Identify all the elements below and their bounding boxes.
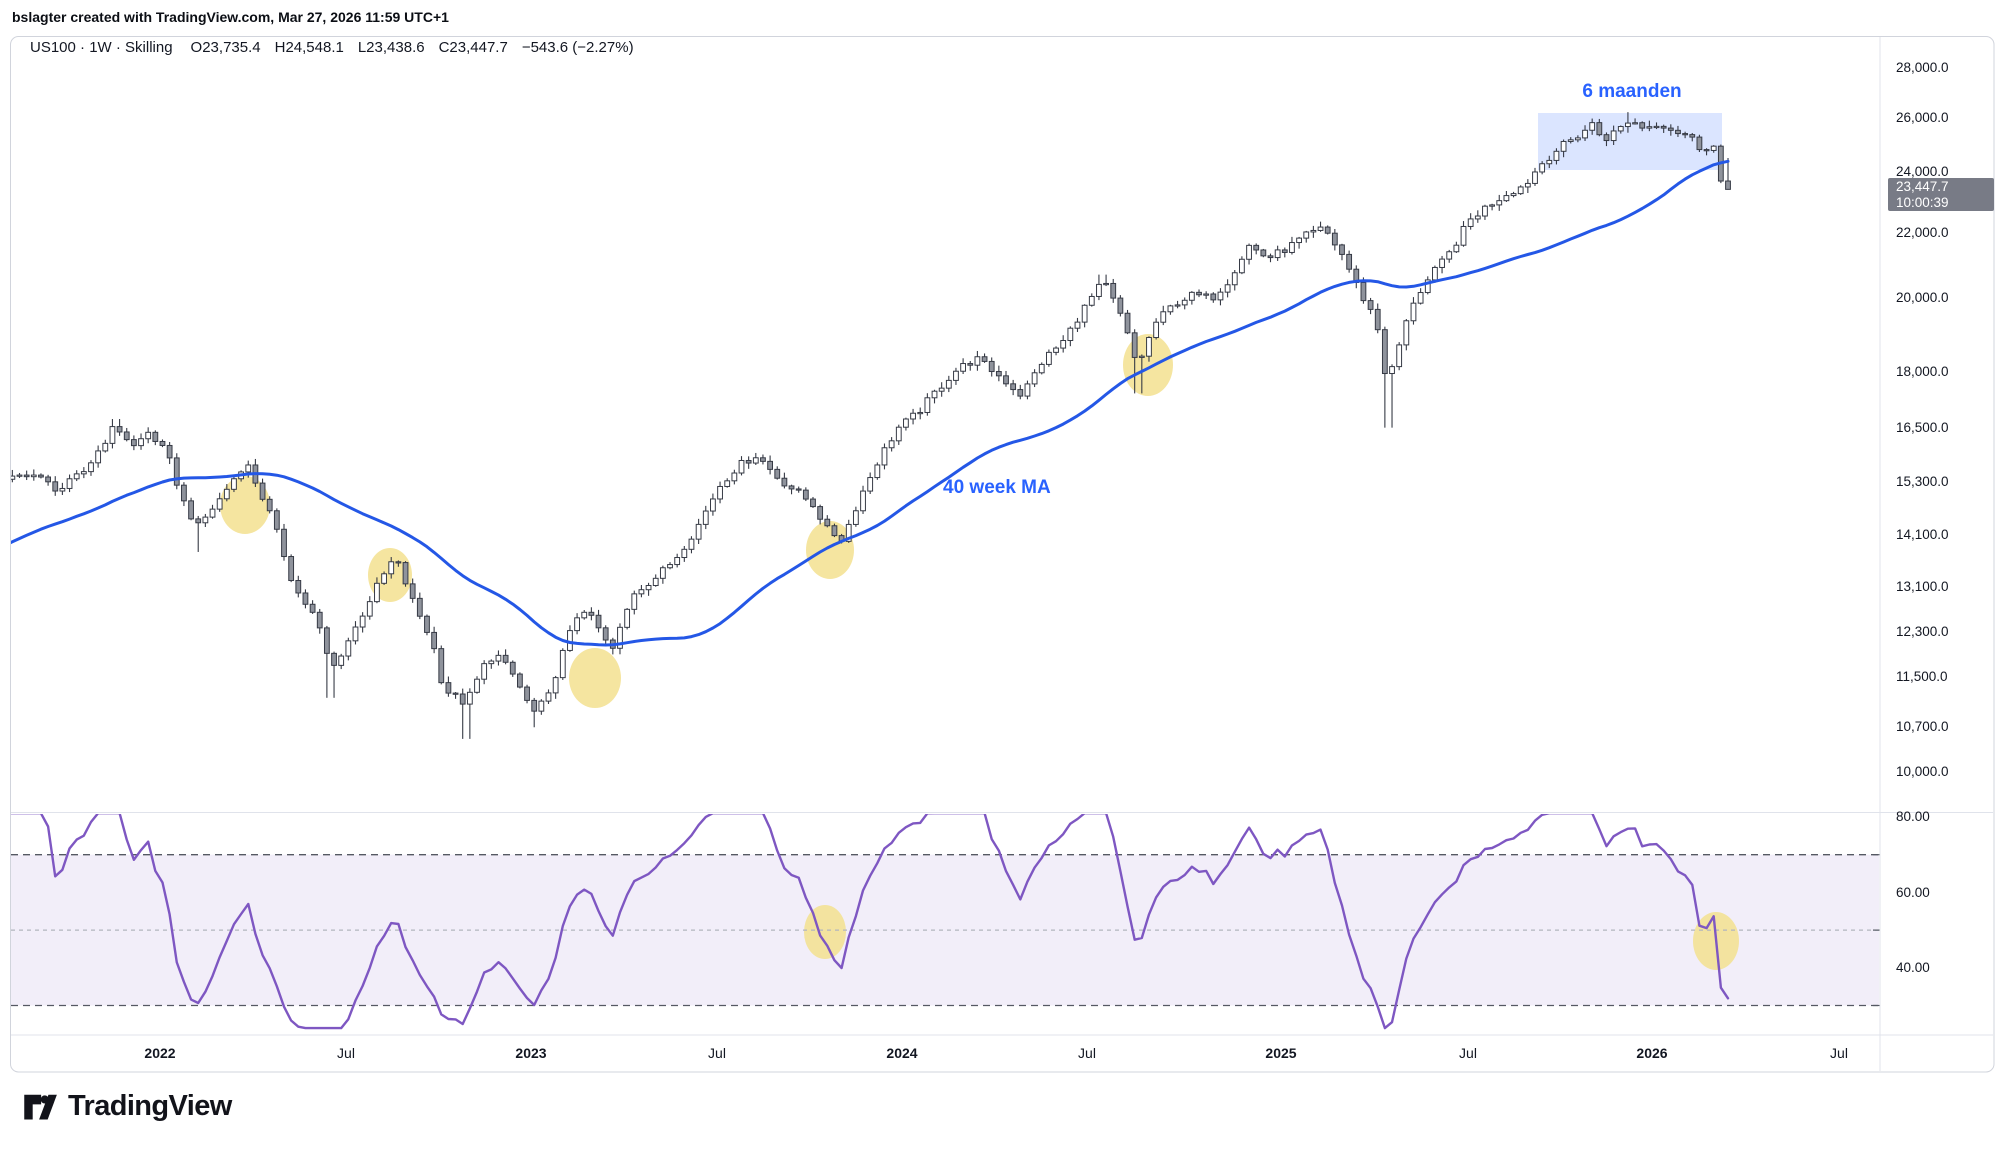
time-axis-tick: Jul [1459,1045,1477,1061]
ma-annotation-label: 40 week MA [943,477,1051,498]
time-axis-tick: Jul [1830,1045,1848,1061]
tradingview-icon [24,1094,57,1120]
rsi-axis-tick: 80.00 [1896,809,1930,824]
pane-borders [11,37,1993,1071]
tradingview-wordmark: TradingView [68,1089,232,1122]
price-axis-tick: 16,500.0 [1896,420,1949,435]
price-axis-tick: 28,000.0 [1896,60,1949,75]
price-axis-tick: 20,000.0 [1896,290,1949,305]
price-axis-tick: 10,000.0 [1896,764,1949,779]
time-axis-tick: Jul [708,1045,726,1061]
symbol-title: US100 · 1W · Skilling [30,39,173,56]
time-axis-tick: Jul [1078,1045,1096,1061]
rsi-line-series[interactable] [5,813,1730,1030]
price-axis-tick: 15,300.0 [1896,474,1949,489]
ohlc-low: L23,438.6 [357,39,425,56]
rsi-pane-underlays [11,854,1879,1007]
ohlc-high: H24,548.1 [274,39,344,56]
price-axis-tick: 11,500.0 [1896,669,1948,684]
ohlc-open: O23,735.4 [190,39,261,56]
price-axis-tick: 18,000.0 [1896,364,1949,379]
last-price-badge[interactable]: 23,447.7 10:00:39 [1888,178,1994,211]
price-axis-tick: 26,000.0 [1896,110,1949,125]
ma-line-series[interactable] [5,159,1730,647]
highlight-circle [804,905,846,959]
tradingview-logo[interactable]: TradingView [22,1088,232,1124]
price-axis-tick: 24,000.0 [1896,164,1949,179]
last-price-value: 23,447.7 [1896,179,1949,194]
rsi-line [11,814,1730,1030]
bar-countdown: 10:00:39 [1896,195,1949,210]
candlestick-series[interactable] [3,112,1731,739]
highlight-circle [220,476,270,534]
price-axis-tick: 10,700.0 [1896,719,1949,734]
change-value: −543.6 (−2.27%) [521,39,634,56]
time-axis-tick: 2025 [1265,1045,1297,1061]
ma-40-week-line [11,159,1730,647]
price-axis-tick: 14,100.0 [1896,527,1949,542]
range-annotation-label: 6 maanden [1582,81,1682,102]
rsi-axis-tick: 40.00 [1896,960,1930,975]
price-axis-tick: 22,000.0 [1896,225,1949,240]
attribution-text: bslagter created with TradingView.com, M… [12,9,449,25]
time-axis-tick: 2023 [515,1045,547,1061]
highlight-circle [569,648,621,708]
time-axis-tick: 2026 [1636,1045,1668,1061]
price-axis-tick: 12,300.0 [1896,624,1949,639]
time-axis-tick: 2022 [144,1045,176,1061]
rsi-band [11,854,1879,1006]
rsi-axis-tick: 60.00 [1896,885,1930,900]
ohlc-close: C23,447.7 [438,39,508,56]
price-axis-tick: 13,100.0 [1896,579,1949,594]
chart-widget-frame [10,36,1995,1073]
time-axis-tick: Jul [337,1045,355,1061]
symbol-legend[interactable]: US100 · 1W · Skilling O23,735.4 H24,548.1 L… [30,39,648,56]
time-axis-tick: 2024 [886,1045,918,1061]
